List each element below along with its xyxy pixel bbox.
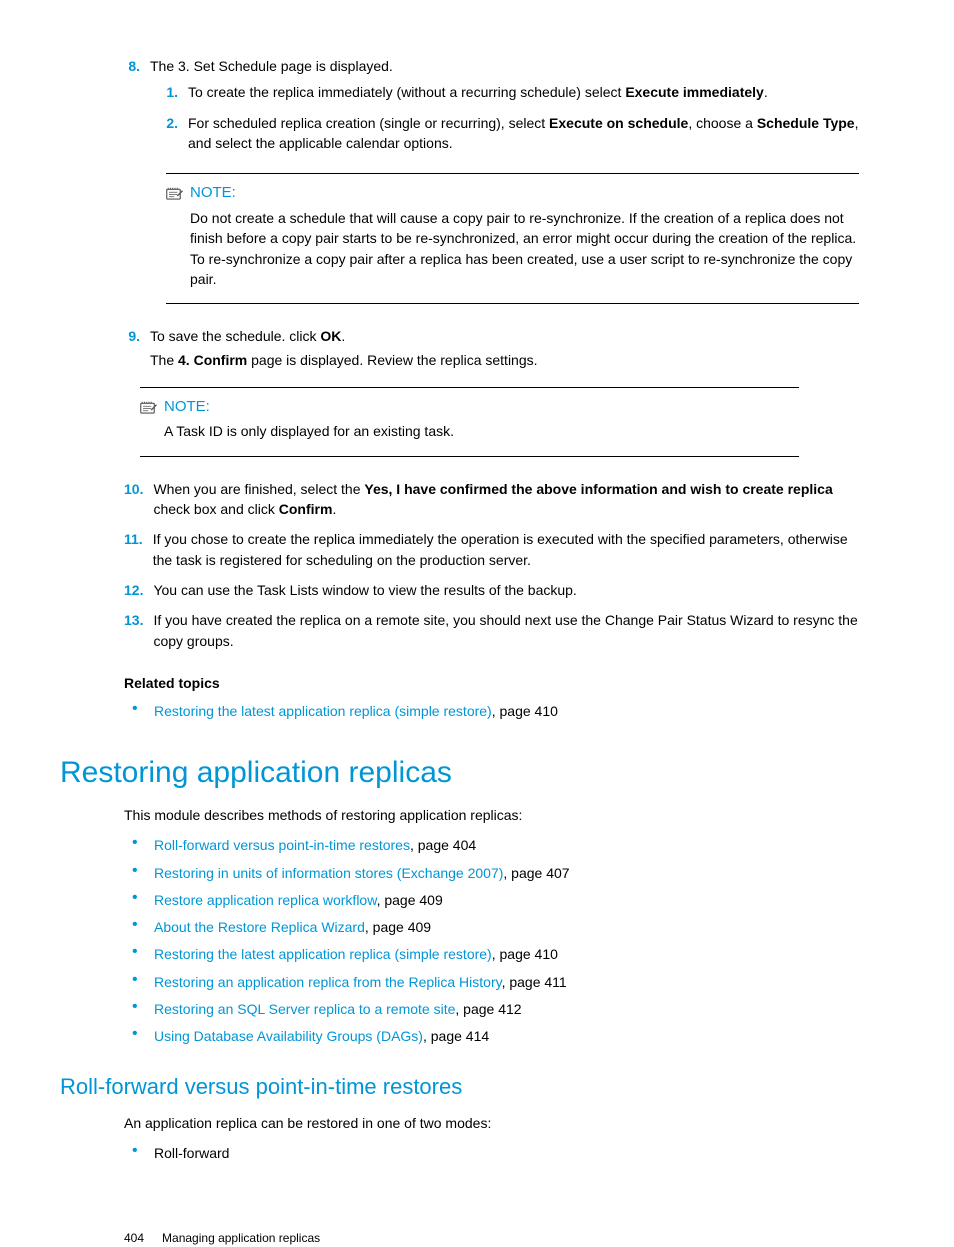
note-icon [140, 400, 158, 414]
step-body: You can use the Task Lists window to vie… [153, 580, 859, 604]
step-text: If you have created the replica on a rem… [153, 610, 859, 651]
section-link[interactable]: About the Restore Replica Wizard [154, 919, 365, 935]
step-11: 11. If you chose to create the replica i… [124, 529, 859, 574]
section-link-item: Restoring an SQL Server replica to a rem… [140, 999, 859, 1019]
note-label: NOTE: [190, 182, 236, 204]
section-link[interactable]: Restoring an application replica from th… [154, 974, 502, 990]
ordered-list: 8. The 3. Set Schedule page is displayed… [124, 56, 859, 655]
section-link-item: Restore application replica workflow, pa… [140, 890, 859, 910]
page-number: 404 [124, 1230, 144, 1247]
note-icon [166, 186, 184, 200]
section-link[interactable]: Restoring an SQL Server replica to a rem… [154, 1001, 455, 1017]
step-8: 8. The 3. Set Schedule page is displayed… [124, 56, 859, 320]
page-footer: 404 Managing application replicas [124, 1230, 320, 1247]
step-body: If you chose to create the replica immed… [153, 529, 859, 574]
substep-text: For scheduled replica creation (single o… [188, 113, 859, 154]
list-item: Roll-forward [140, 1143, 859, 1163]
section-link[interactable]: Restore application replica workflow [154, 892, 377, 908]
related-topics-list: Restoring the latest application replica… [140, 701, 859, 721]
page: 8. The 3. Set Schedule page is displayed… [60, 56, 859, 1179]
subsection-intro: An application replica can be restored i… [124, 1113, 859, 1133]
note-box: NOTE: Do not create a schedule that will… [166, 173, 859, 304]
note-text: Do not create a schedule that will cause… [190, 208, 859, 289]
section-link[interactable]: Using Database Availability Groups (DAGs… [154, 1028, 423, 1044]
section-link-list: Roll-forward versus point-in-time restor… [140, 835, 859, 1046]
section-link[interactable]: Restoring in units of information stores… [154, 865, 503, 881]
substep-body: To create the replica immediately (witho… [188, 82, 859, 106]
step-number: 10. [124, 479, 153, 524]
chapter-title: Managing application replicas [162, 1230, 320, 1247]
related-topic-link[interactable]: Restoring the latest application replica… [154, 703, 492, 719]
section-link-item: About the Restore Replica Wizard, page 4… [140, 917, 859, 937]
sub-list: 1. To create the replica immediately (wi… [166, 82, 859, 157]
step-body: If you have created the replica on a rem… [153, 610, 859, 655]
section-link-item: Roll-forward versus point-in-time restor… [140, 835, 859, 855]
section-link-item: Restoring an application replica from th… [140, 972, 859, 992]
related-topics-heading: Related topics [124, 673, 859, 693]
substep-number: 2. [166, 113, 188, 158]
step-10: 10. When you are finished, select the Ye… [124, 479, 859, 524]
step-number: 12. [124, 580, 153, 604]
note-header: NOTE: [166, 182, 859, 204]
note-text: A Task ID is only displayed for an exist… [164, 421, 799, 441]
step-text: You can use the Task Lists window to vie… [153, 580, 859, 600]
subsection-list: Roll-forward [140, 1143, 859, 1163]
note-box: NOTE: A Task ID is only displayed for an… [140, 387, 799, 457]
subsection-title: Roll-forward versus point-in-time restor… [60, 1071, 859, 1103]
note-header: NOTE: [140, 396, 799, 418]
step-body: The 3. Set Schedule page is displayed. 1… [150, 56, 859, 320]
step-body: When you are finished, select the Yes, I… [153, 479, 859, 524]
step-number: 11. [124, 529, 153, 574]
step-number: 13. [124, 610, 153, 655]
section-link[interactable]: Restoring the latest application replica… [154, 946, 492, 962]
section-link-item: Restoring the latest application replica… [140, 944, 859, 964]
section-link-item: Restoring in units of information stores… [140, 863, 859, 883]
step-followup: The 4. Confirm page is displayed. Review… [150, 350, 859, 370]
step-text: The 3. Set Schedule page is displayed. [150, 56, 859, 76]
substep-number: 1. [166, 82, 188, 106]
step-13: 13. If you have created the replica on a… [124, 610, 859, 655]
step-9: 9. To save the schedule. click OK. The 4… [124, 326, 859, 473]
step-12: 12. You can use the Task Lists window to… [124, 580, 859, 604]
section-link[interactable]: Roll-forward versus point-in-time restor… [154, 837, 410, 853]
step-number: 8. [124, 56, 150, 320]
substep-body: For scheduled replica creation (single o… [188, 113, 859, 158]
substep-1: 1. To create the replica immediately (wi… [166, 82, 859, 106]
section-title: Restoring application replicas [60, 751, 859, 795]
step-text: To save the schedule. click OK. [150, 326, 859, 346]
substep-2: 2. For scheduled replica creation (singl… [166, 113, 859, 158]
substep-text: To create the replica immediately (witho… [188, 82, 859, 102]
step-body: To save the schedule. click OK. The 4. C… [150, 326, 859, 473]
step-text: When you are finished, select the Yes, I… [153, 479, 859, 520]
section-intro: This module describes methods of restori… [124, 805, 859, 825]
step-text: If you chose to create the replica immed… [153, 529, 859, 570]
related-topic-item: Restoring the latest application replica… [140, 701, 859, 721]
section-link-item: Using Database Availability Groups (DAGs… [140, 1026, 859, 1046]
note-label: NOTE: [164, 396, 210, 418]
